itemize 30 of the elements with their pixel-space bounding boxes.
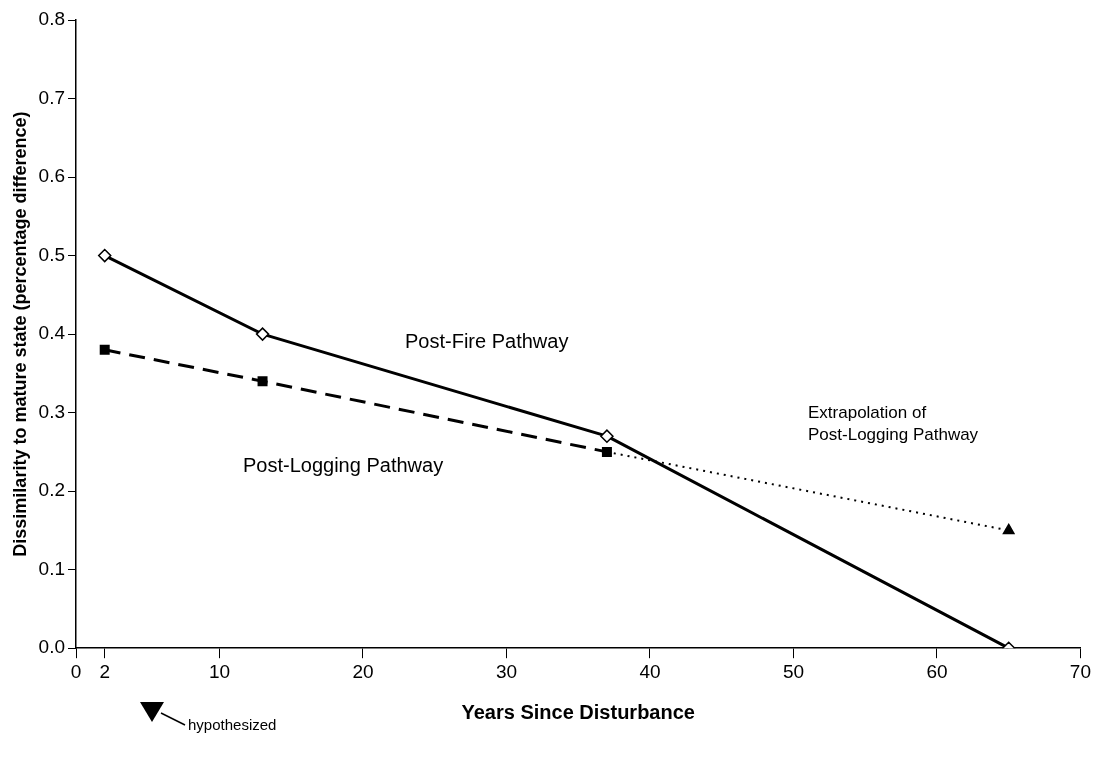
- series-label: Post-Fire Pathway: [405, 329, 569, 352]
- point: [97, 248, 112, 263]
- x-tick-label: 20: [352, 660, 374, 682]
- y-tick-label: 0.7: [38, 86, 66, 108]
- y-tick-label: 0.3: [38, 400, 66, 422]
- point: [255, 327, 270, 341]
- x-tick-label: 40: [639, 660, 661, 682]
- x-tick-label: 70: [1069, 660, 1091, 682]
- y-tick-label: 0.6: [38, 165, 66, 187]
- x-tick-label: 50: [782, 660, 805, 682]
- x-tick-label: 2: [99, 660, 110, 682]
- x-axis-title: Years Since Disturbance: [461, 700, 695, 723]
- series-label: Post-Logging Pathway: [243, 453, 444, 476]
- x-tick-label: 0: [70, 660, 82, 682]
- point: [257, 376, 268, 387]
- point: [600, 429, 614, 443]
- point: [601, 446, 612, 457]
- y-tick-label: 0.0: [38, 636, 66, 658]
- y-tick-label: 0.4: [38, 322, 66, 344]
- y-tick-label: 0.2: [38, 479, 66, 501]
- text: hypothesized: [188, 716, 277, 733]
- x-tick-label: 60: [926, 660, 948, 682]
- x-tick-label: 10: [208, 660, 231, 682]
- text: Extrapolation of Post-Logging Pathway: [808, 402, 979, 444]
- y-axis-title: Dissimilarity to mature state (percentage difference): [9, 111, 30, 557]
- y-tick-label: 0.8: [38, 8, 66, 30]
- y-tick-label: 0.5: [38, 243, 66, 265]
- x-tick-label: 30: [495, 660, 518, 682]
- point: [99, 344, 110, 355]
- y-tick-label: 0.1: [38, 557, 66, 579]
